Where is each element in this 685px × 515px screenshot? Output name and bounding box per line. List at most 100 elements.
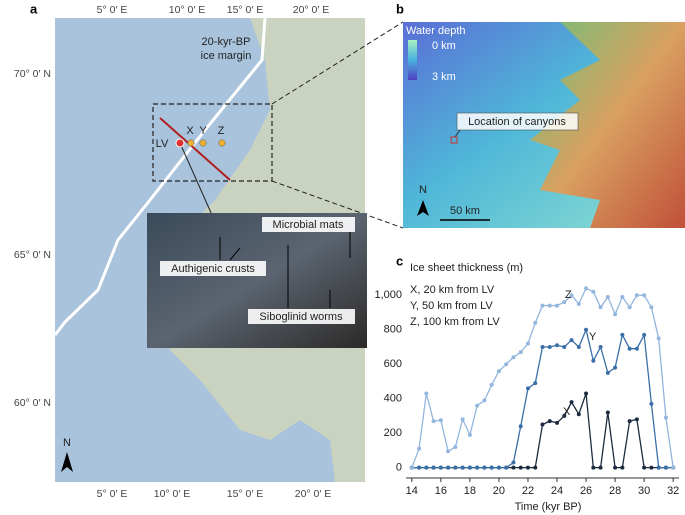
site-label: X xyxy=(186,125,194,137)
point xyxy=(591,289,596,294)
x-tick-label: 14 xyxy=(406,485,418,497)
point xyxy=(424,391,429,396)
point xyxy=(467,465,472,470)
inset-box xyxy=(152,103,273,182)
point xyxy=(518,350,523,355)
lon-label: 15° 0′ E xyxy=(227,488,264,500)
point xyxy=(584,327,589,332)
point xyxy=(417,465,422,470)
x-tick-label: 30 xyxy=(638,485,650,497)
point xyxy=(605,370,610,375)
point xyxy=(467,432,472,437)
point xyxy=(562,300,567,305)
point xyxy=(576,344,581,349)
point xyxy=(525,386,530,391)
legend-label: 0 km xyxy=(432,40,456,52)
point xyxy=(656,336,661,341)
lat-label: 60° 0′ N xyxy=(14,397,51,409)
series-label: Y xyxy=(589,331,597,343)
scale-label: 50 km xyxy=(450,205,480,217)
point xyxy=(475,403,480,408)
point xyxy=(627,346,632,351)
point xyxy=(533,465,538,470)
label-box xyxy=(160,261,266,276)
lon-label: 20° 0′ E xyxy=(295,488,332,500)
point xyxy=(453,465,458,470)
point xyxy=(518,465,523,470)
point xyxy=(671,465,676,470)
site-label: Z xyxy=(218,125,225,137)
point xyxy=(511,460,516,465)
x-tick-label: 26 xyxy=(580,485,592,497)
x-tick-label: 28 xyxy=(609,485,621,497)
north-arrow xyxy=(417,200,429,216)
point xyxy=(431,465,436,470)
lon-label: 20° 0′ E xyxy=(293,4,330,16)
pointer xyxy=(179,142,213,216)
y-tick-label: 600 xyxy=(384,358,402,370)
lon-label: 5° 0′ E xyxy=(97,488,128,500)
point xyxy=(598,305,603,310)
point xyxy=(591,465,596,470)
photo-label: Microbial mats xyxy=(273,219,344,231)
lon-label: 5° 0′ E xyxy=(97,4,128,16)
series-line xyxy=(411,393,674,469)
point xyxy=(613,465,618,470)
ice-margin-label: 20-kyr-BP xyxy=(202,36,251,48)
point xyxy=(547,419,552,424)
canyon-location xyxy=(450,136,458,144)
point xyxy=(627,305,632,310)
panel-a: a 5° 0′ E 10° 0′ E 15° 0′ E 20° 0′ E 5° … xyxy=(14,1,404,500)
label-box xyxy=(262,217,355,232)
series-label: X xyxy=(563,406,571,418)
site xyxy=(199,139,207,147)
transect xyxy=(159,117,231,181)
point xyxy=(453,444,458,449)
point xyxy=(496,465,501,470)
lon-label: 10° 0′ E xyxy=(169,4,206,16)
point xyxy=(620,332,625,337)
point xyxy=(656,465,661,470)
point xyxy=(663,415,668,420)
point xyxy=(576,301,581,306)
colorbar xyxy=(408,40,417,80)
point xyxy=(438,418,443,423)
point xyxy=(525,465,530,470)
point xyxy=(649,305,654,310)
point xyxy=(555,420,560,425)
photo-label: Authigenic crusts xyxy=(171,263,255,275)
point xyxy=(446,465,451,470)
point xyxy=(504,362,509,367)
x-tick-label: 32 xyxy=(667,485,679,497)
y-tick-label: 400 xyxy=(384,393,402,405)
label-box xyxy=(456,112,579,131)
point xyxy=(438,465,443,470)
point xyxy=(627,419,632,424)
point xyxy=(649,401,654,406)
point xyxy=(424,465,429,470)
panel-label: a xyxy=(30,1,38,16)
lon-label: 10° 0′ E xyxy=(154,488,191,500)
terrain xyxy=(530,22,685,228)
point xyxy=(547,303,552,308)
point xyxy=(511,465,516,470)
north-label: N xyxy=(63,437,71,449)
point xyxy=(475,465,480,470)
x-tick-label: 16 xyxy=(435,485,447,497)
point xyxy=(533,381,538,386)
point xyxy=(620,294,625,299)
point xyxy=(489,382,494,387)
point xyxy=(540,303,545,308)
panel-b: b Water depth 0 km 3 km Location of cany… xyxy=(396,1,685,228)
point xyxy=(642,465,647,470)
point xyxy=(525,341,530,346)
ice-margin-line xyxy=(53,17,267,336)
point xyxy=(591,358,596,363)
point xyxy=(663,465,668,470)
point xyxy=(642,332,647,337)
point xyxy=(584,286,589,291)
point xyxy=(605,410,610,415)
point xyxy=(569,293,574,298)
point xyxy=(598,465,603,470)
y-tick-label: 200 xyxy=(384,427,402,439)
